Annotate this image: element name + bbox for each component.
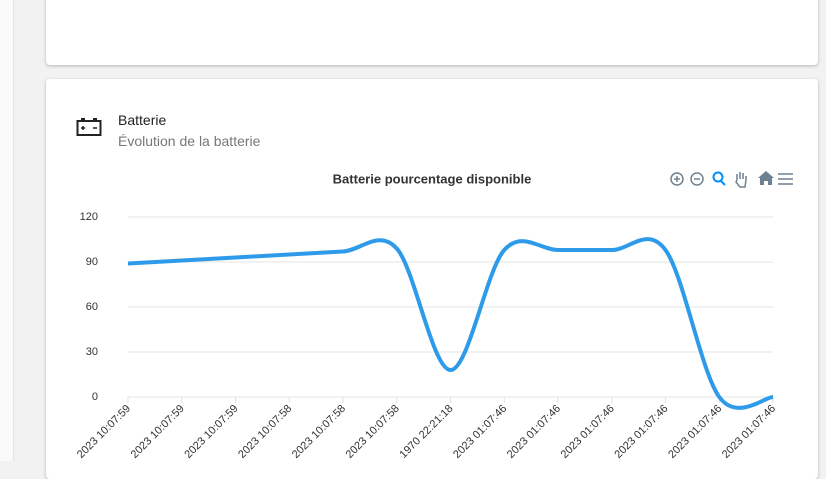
- battery-icon: [76, 118, 102, 136]
- reset-button[interactable]: [758, 171, 774, 185]
- chart-title: Batterie pourcentage disponible: [333, 171, 532, 186]
- toolbar: [670, 171, 793, 188]
- x-tick-label: 2023 01:07:46: [720, 403, 778, 461]
- x-tick-label: 2023 01:07:46: [559, 403, 617, 461]
- zoom-in-button[interactable]: [670, 172, 684, 186]
- card: Batterie Évolution de la batterie: [46, 79, 818, 479]
- y-tick-label: 60: [86, 301, 98, 313]
- x-tick-label: 2023 10:07:59: [129, 403, 187, 461]
- card: [46, 0, 818, 65]
- data-line: [127, 237, 774, 410]
- x-tick-label: 2023 01:07:46: [451, 403, 509, 461]
- menu-button[interactable]: [778, 173, 793, 185]
- y-tick-label: 0: [92, 391, 98, 403]
- pan-button[interactable]: [735, 172, 747, 188]
- chart: Batterie pourcentage disponible 0 30 60 90 1…: [75, 171, 793, 461]
- x-tick-label: 2023 10:07:58: [236, 403, 294, 461]
- x-tick-label: 1970 22:21:18: [397, 403, 455, 461]
- x-tick-label: 2023 01:07:46: [505, 403, 563, 461]
- x-tick-label: 2023 10:07:59: [75, 403, 133, 461]
- x-tick-label: 2023 10:07:59: [182, 403, 240, 461]
- y-tick-label: 120: [80, 211, 98, 223]
- x-tick-label: 2023 01:07:46: [666, 403, 724, 461]
- y-tick-label: 30: [86, 346, 98, 358]
- x-tick-label: 2023 10:07:58: [344, 403, 402, 461]
- y-tick-label: 90: [86, 256, 98, 268]
- sidebar: [0, 0, 14, 461]
- zoom-button[interactable]: [712, 171, 726, 186]
- card-subtitle: Évolution de la batterie: [118, 133, 261, 149]
- card-title: Batterie: [118, 112, 167, 128]
- zoom-out-button[interactable]: [690, 172, 704, 186]
- x-tick-label: 2023 01:07:46: [612, 403, 670, 461]
- x-tick-label: 2023 10:07:58: [290, 403, 348, 461]
